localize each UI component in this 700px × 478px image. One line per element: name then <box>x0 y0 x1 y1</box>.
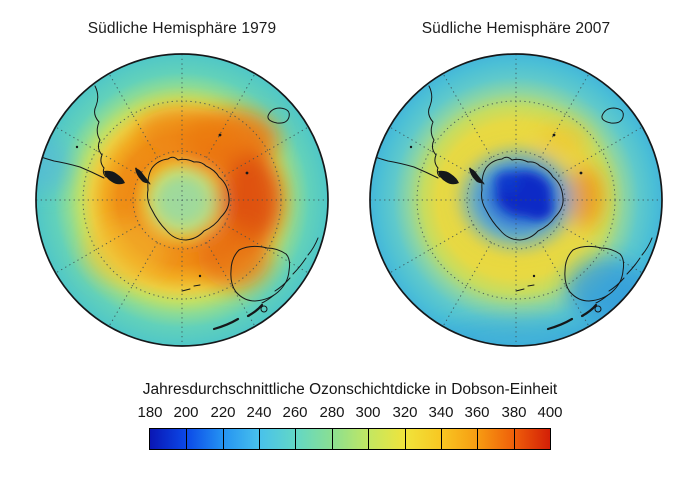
colorbar-separator <box>440 429 442 449</box>
tick-label: 380 <box>501 404 527 421</box>
tick-label: 400 <box>537 404 563 421</box>
colorbar-separator <box>331 429 333 449</box>
colorbar-caption: Jahresdurchschnittliche Ozonschichtdicke… <box>142 381 558 398</box>
map-2007 <box>369 53 663 347</box>
tick-label: 200 <box>173 404 199 421</box>
tick-label: 320 <box>392 404 418 421</box>
tick-label: 220 <box>210 404 236 421</box>
map-border-2007 <box>369 53 663 347</box>
colorbar <box>149 428 551 450</box>
tick-label: 260 <box>282 404 308 421</box>
tick-label: 300 <box>355 404 381 421</box>
colorbar-separator <box>295 429 297 449</box>
tick-label: 280 <box>319 404 345 421</box>
colorbar-separator <box>368 429 370 449</box>
map-title-1979: Südliche Hemisphäre 1979 <box>87 20 277 37</box>
tick-label: 180 <box>137 404 163 421</box>
map-title-2007: Südliche Hemisphäre 2007 <box>421 20 611 37</box>
tick-label: 340 <box>428 404 454 421</box>
colorbar-tick-labels: 180 200 220 240 260 280 300 320 340 360 … <box>0 404 700 422</box>
ozone-hole-core <box>495 172 553 220</box>
map-1979 <box>35 53 329 347</box>
map-border-1979 <box>35 53 329 347</box>
ozone-anomalies-1979 <box>36 108 282 288</box>
colorbar-separator <box>259 429 261 449</box>
tick-label: 360 <box>464 404 490 421</box>
colorbar-separator <box>477 429 479 449</box>
tick-label: 240 <box>246 404 272 421</box>
colorbar-separator <box>222 429 224 449</box>
colorbar-separator <box>186 429 188 449</box>
colorbar-separator <box>513 429 515 449</box>
colorbar-separator <box>404 429 406 449</box>
